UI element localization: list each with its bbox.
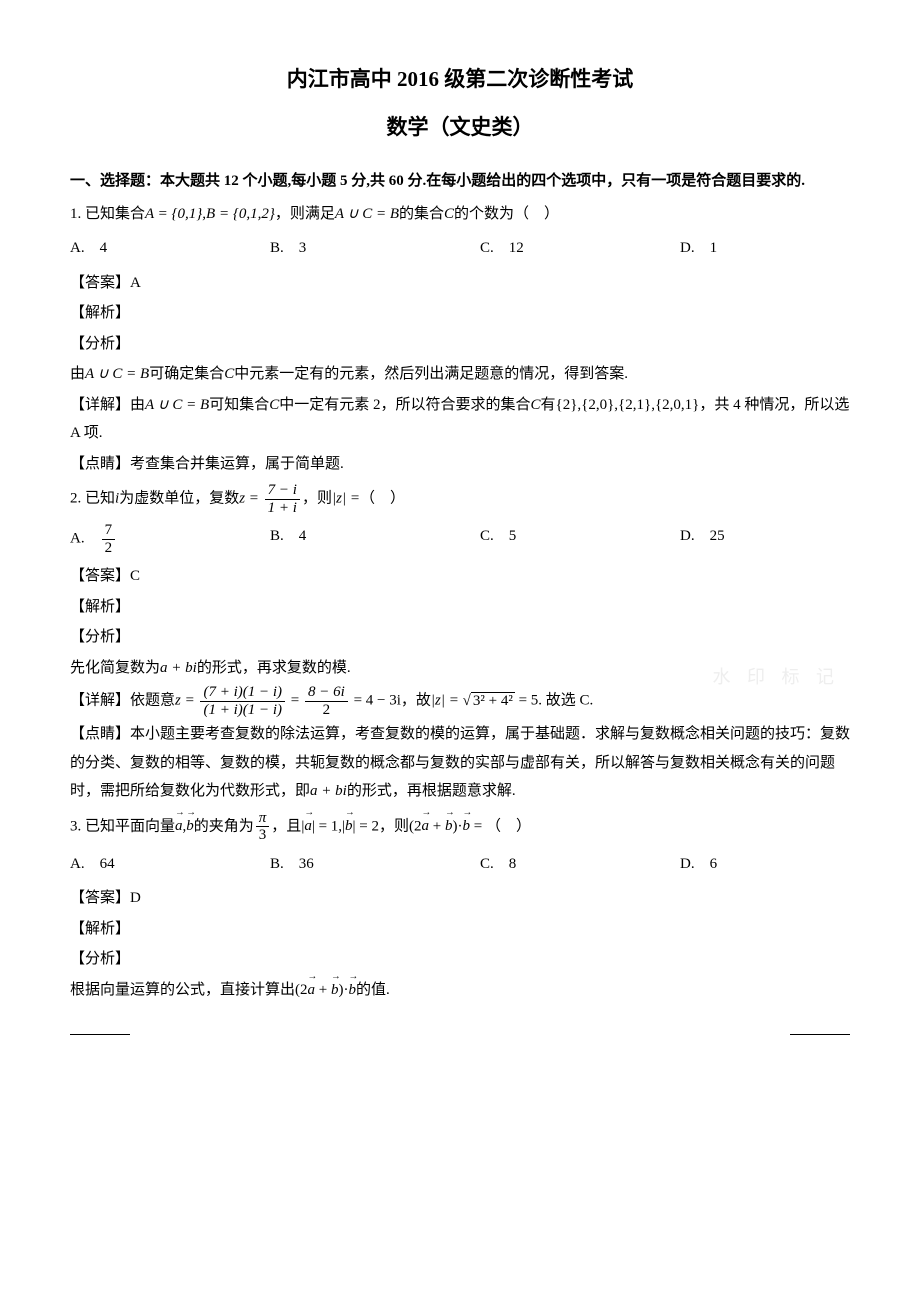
- q2-detail-frac1: (7 + i)(1 − i)(1 + i)(1 − i): [200, 684, 285, 718]
- q2-optA-den: 2: [102, 540, 116, 557]
- q1-stem: 1. 已知集合A = {0,1},B = {0,1,2}，则满足A ∪ C = …: [70, 206, 559, 222]
- q2-optA-frac: 72: [102, 522, 116, 556]
- q2-detail-z: z =: [175, 693, 195, 709]
- q1-condition: A ∪ C = B: [335, 206, 399, 222]
- q3-vec-a: a: [175, 812, 183, 841]
- q1-stem-pre: 1. 已知集合: [70, 206, 145, 222]
- q2-frac-den: 1 + i: [265, 500, 300, 517]
- q3-options: A. 64 B. 36 C. 8 D. 6: [70, 850, 850, 879]
- q2-d-abs: |z| =: [431, 693, 463, 709]
- q3-fenxi: 【分析】: [70, 945, 850, 974]
- q3-stem-pre: 3. 已知平面向量: [70, 818, 175, 834]
- q1-dianjing: 【点睛】考查集合并集运算，属于简单题.: [70, 450, 850, 479]
- q2-dianjing: 【点睛】本小题主要考查复数的除法运算，考查复数的模的运算，属于基础题．求解与复数…: [70, 720, 850, 806]
- q2-eq1: =: [291, 693, 303, 709]
- q1-set-a: A = {0,1},: [145, 206, 206, 222]
- q2-d-num1: (7 + i)(1 − i): [200, 684, 285, 702]
- q2-d-den2: 2: [305, 702, 348, 719]
- q1-option-a: A. 4: [70, 234, 270, 263]
- q1-options: A. 4 B. 3 C. 12 D. 1: [70, 234, 850, 263]
- q2-jiexi: 【解析】: [70, 593, 850, 622]
- q3-mid3: ，则: [379, 818, 409, 834]
- q1-option-c: C. 12: [480, 234, 680, 263]
- q2-answer: 【答案】C: [70, 562, 850, 591]
- q3-fraction: π3: [256, 810, 270, 844]
- q3-analysis-pre: 根据向量运算的公式，直接计算出: [70, 982, 295, 998]
- q2-detail: 【详解】依题意z = (7 + i)(1 − i)(1 + i)(1 − i) …: [70, 684, 850, 718]
- exam-subtitle: 数学（文史类）: [70, 108, 850, 148]
- q1-analysis: 由A ∪ C = B可确定集合C中元素一定有的元素，然后列出满足题意的情况，得到…: [70, 360, 850, 389]
- q2-fraction: 7 − i1 + i: [265, 482, 300, 516]
- q1-option-d: D. 1: [680, 234, 717, 263]
- q2-sqrt-radicand: 3² + 4²: [471, 692, 515, 709]
- q3-option-a: A. 64: [70, 850, 270, 879]
- q3-analysis: 根据向量运算的公式，直接计算出(2a + b)·b的值.: [70, 976, 850, 1005]
- q1-stem-end: 的个数为（ ）: [454, 206, 559, 222]
- q1-fenxi: 【分析】: [70, 330, 850, 359]
- q1-set-c: C: [444, 206, 454, 222]
- q2-detail-frac2: 8 − 6i2: [305, 684, 348, 718]
- q1-jiexi: 【解析】: [70, 299, 850, 328]
- q2-optA-num: 7: [102, 522, 116, 540]
- q3-option-c: C. 8: [480, 850, 680, 879]
- question-1: 1. 已知集合A = {0,1},B = {0,1,2}，则满足A ∪ C = …: [70, 200, 850, 229]
- question-2: 2. 已知i为虚数单位，复数z = 7 − i1 + i，则|z| =（ ）: [70, 482, 850, 516]
- q3-jiexi: 【解析】: [70, 915, 850, 944]
- q1-set-b: B = {0,1,2}: [206, 206, 275, 222]
- q2-option-b: B. 4: [270, 522, 480, 556]
- section-heading: 一、选择题：本大题共 12 个小题,每小题 5 分,共 60 分.在每小题给出的…: [70, 166, 850, 196]
- watermark: 水 印 标 记: [713, 660, 841, 694]
- q3-mid2: ，且: [271, 818, 301, 834]
- q2-d-res: = 4 − 3i，故: [354, 693, 431, 709]
- q2-sqrt: 3² + 4²: [463, 687, 515, 716]
- q3-frac-den: 3: [256, 827, 270, 844]
- q2-frac-num: 7 − i: [265, 482, 300, 500]
- q2-stem-end: （ ）: [360, 491, 405, 507]
- q3-option-d: D. 6: [680, 850, 717, 879]
- q2-options: A. 72 B. 4 C. 5 D. 25: [70, 522, 850, 556]
- q1-stem-post: 的集合: [399, 206, 444, 222]
- q2-d-num2: 8 − 6i: [305, 684, 348, 702]
- q2-abs: |z| =: [332, 491, 360, 507]
- q3-vec-b: b: [186, 812, 194, 841]
- q2-z: z =: [239, 491, 262, 507]
- q3-answer: 【答案】D: [70, 884, 850, 913]
- q1-answer: 【答案】A: [70, 269, 850, 298]
- q2-detail-pre: 【详解】依题意: [70, 693, 175, 709]
- q2-fenxi: 【分析】: [70, 623, 850, 652]
- q2-stem-pre: 2. 已知: [70, 491, 115, 507]
- question-3: 3. 已知平面向量a,b的夹角为π3，且|a| = 1,|b| = 2，则(2a…: [70, 810, 850, 844]
- footer-line-left: [70, 1034, 130, 1035]
- q2-option-a: A. 72: [70, 522, 270, 556]
- q3-option-b: B. 36: [270, 850, 480, 879]
- footer-line-right: [790, 1034, 850, 1035]
- q2-d-den1: (1 + i)(1 − i): [200, 702, 285, 719]
- q2-option-c: C. 5: [480, 522, 680, 556]
- q2-mid2: ，则: [302, 491, 332, 507]
- q1-option-b: B. 3: [270, 234, 480, 263]
- q1-stem-mid: ，则满足: [275, 206, 335, 222]
- q3-analysis-post: 的值.: [356, 982, 390, 998]
- q2-optA-label: A.: [70, 531, 100, 547]
- q1-detail: 【详解】由A ∪ C = B可知集合C中一定有元素 2，所以符合要求的集合C有{…: [70, 391, 850, 448]
- exam-title: 内江市高中 2016 级第二次诊断性考试: [70, 60, 850, 100]
- q2-option-d: D. 25: [680, 522, 725, 556]
- q3-mid1: 的夹角为: [194, 818, 254, 834]
- q2-d-val: = 5. 故选 C.: [515, 693, 593, 709]
- q3-frac-num: π: [256, 810, 270, 828]
- q3-stem-end: （ ）: [486, 818, 531, 834]
- q2-mid1: 为虚数单位，复数: [119, 491, 239, 507]
